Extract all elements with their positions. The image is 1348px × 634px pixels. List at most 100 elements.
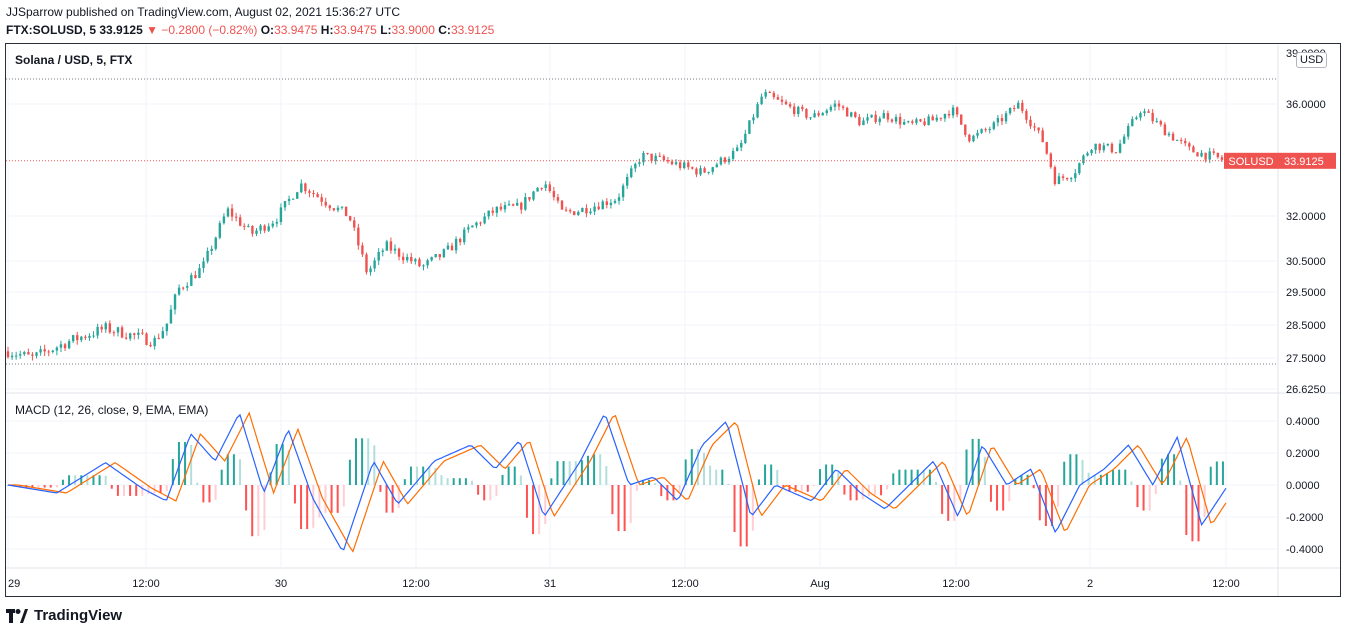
candle-body [1045,142,1048,154]
macd-histogram-bar [721,469,724,485]
candle-body [833,103,837,107]
candle-body [670,161,674,165]
candle-body [316,194,319,198]
macd-histogram-bar [867,485,870,497]
candle-body [1065,178,1069,180]
candle-body [129,333,132,339]
macd-histogram-bar [1130,481,1133,485]
candle-body [259,225,262,231]
candle-body [210,248,213,251]
macd-histogram-bar [232,454,235,485]
candle-body [687,162,690,168]
macd-histogram-bar [275,444,278,485]
candle-body [552,191,556,198]
macd-histogram-bar [1051,485,1053,526]
candle-body [520,202,523,210]
candle-body [568,210,572,212]
candle-body [548,184,551,192]
macd-histogram-bar [892,473,895,485]
high-value: 33.9475 [333,23,377,37]
candle-body [1188,143,1191,147]
macd-histogram-bar [43,485,46,488]
candle-body [1021,102,1024,112]
macd-histogram-bar [580,460,583,485]
macd-histogram-bar [739,485,742,547]
candle-body [1114,152,1118,154]
macd-histogram-bar [1215,461,1218,485]
macd-histogram-bar [794,485,797,492]
candle-body [442,249,446,258]
candle-body [181,287,185,289]
candle-body [874,114,877,123]
candle-body [251,225,254,234]
candle-body [27,352,30,355]
macd-histogram-bar [770,464,773,485]
macd-histogram-bar [1032,485,1035,489]
candle-body [923,121,926,125]
macd-histogram-bar [324,485,327,513]
macd-histogram-bar [513,466,516,485]
candle-body [886,113,890,120]
candle-body [1159,121,1163,125]
macd-histogram-bar [654,483,657,485]
candle-body [780,99,784,102]
candle-body [1070,178,1073,180]
candle-body [515,202,519,206]
macd-histogram-bar [1081,459,1084,485]
macd-histogram-bar [935,481,937,485]
candle-body [662,156,666,161]
time-tick-label: 30 [275,578,287,590]
macd-histogram-bar [1105,473,1108,485]
price-tick-label: 30.5000 [1286,256,1326,268]
macd-histogram-bar [843,485,846,495]
candle-body [177,287,181,295]
currency-badge[interactable]: USD [1296,52,1328,68]
candle-body [911,121,914,123]
macd-histogram-bar [819,469,821,485]
tradingview-logo[interactable]: TradingView [6,607,122,624]
macd-histogram-bar [1148,485,1151,511]
macd-histogram-bar [983,456,986,485]
macd-histogram-bar [764,464,767,485]
candle-body [357,227,360,246]
candle-body [935,117,938,121]
candle-body [1078,163,1081,174]
candle-body [740,142,743,148]
candle-body [1053,167,1057,185]
macd-histogram-bar [1209,466,1212,485]
macd-histogram-bar [184,441,187,485]
macd-histogram-bar [996,485,999,511]
macd-histogram-bar [574,461,577,485]
candle-body [165,323,169,332]
candle-body [124,337,128,339]
candle-body [939,117,943,119]
candle-body [475,222,478,226]
macd-histogram-bar [269,472,272,485]
candle-body [1147,111,1150,113]
candle-body [267,226,270,231]
candle-body [422,265,425,267]
candle-body [711,167,714,172]
candle-body [650,153,653,161]
candle-body [63,344,67,349]
macd-histogram-bar [196,482,199,485]
macd-histogram-bar [666,485,669,501]
macd-histogram-bar [446,478,449,485]
macd-tick-label: -0.4000 [1286,544,1323,556]
macd-histogram-bar [941,485,944,514]
candle-body [609,202,613,205]
candle-body [304,183,307,192]
candle-body [1008,108,1012,114]
candle-body [84,336,87,338]
candle-body [813,113,816,118]
macd-histogram-bar [214,485,217,500]
macd-histogram-bar [715,469,718,485]
symbol-tag: SOLUSD [1228,156,1273,168]
macd-histogram-bar [629,485,632,523]
candle-body [1216,152,1220,158]
candle-body [793,106,796,115]
candle-body [19,354,22,356]
macd-histogram-bar [49,485,52,488]
candle-body [809,117,812,119]
